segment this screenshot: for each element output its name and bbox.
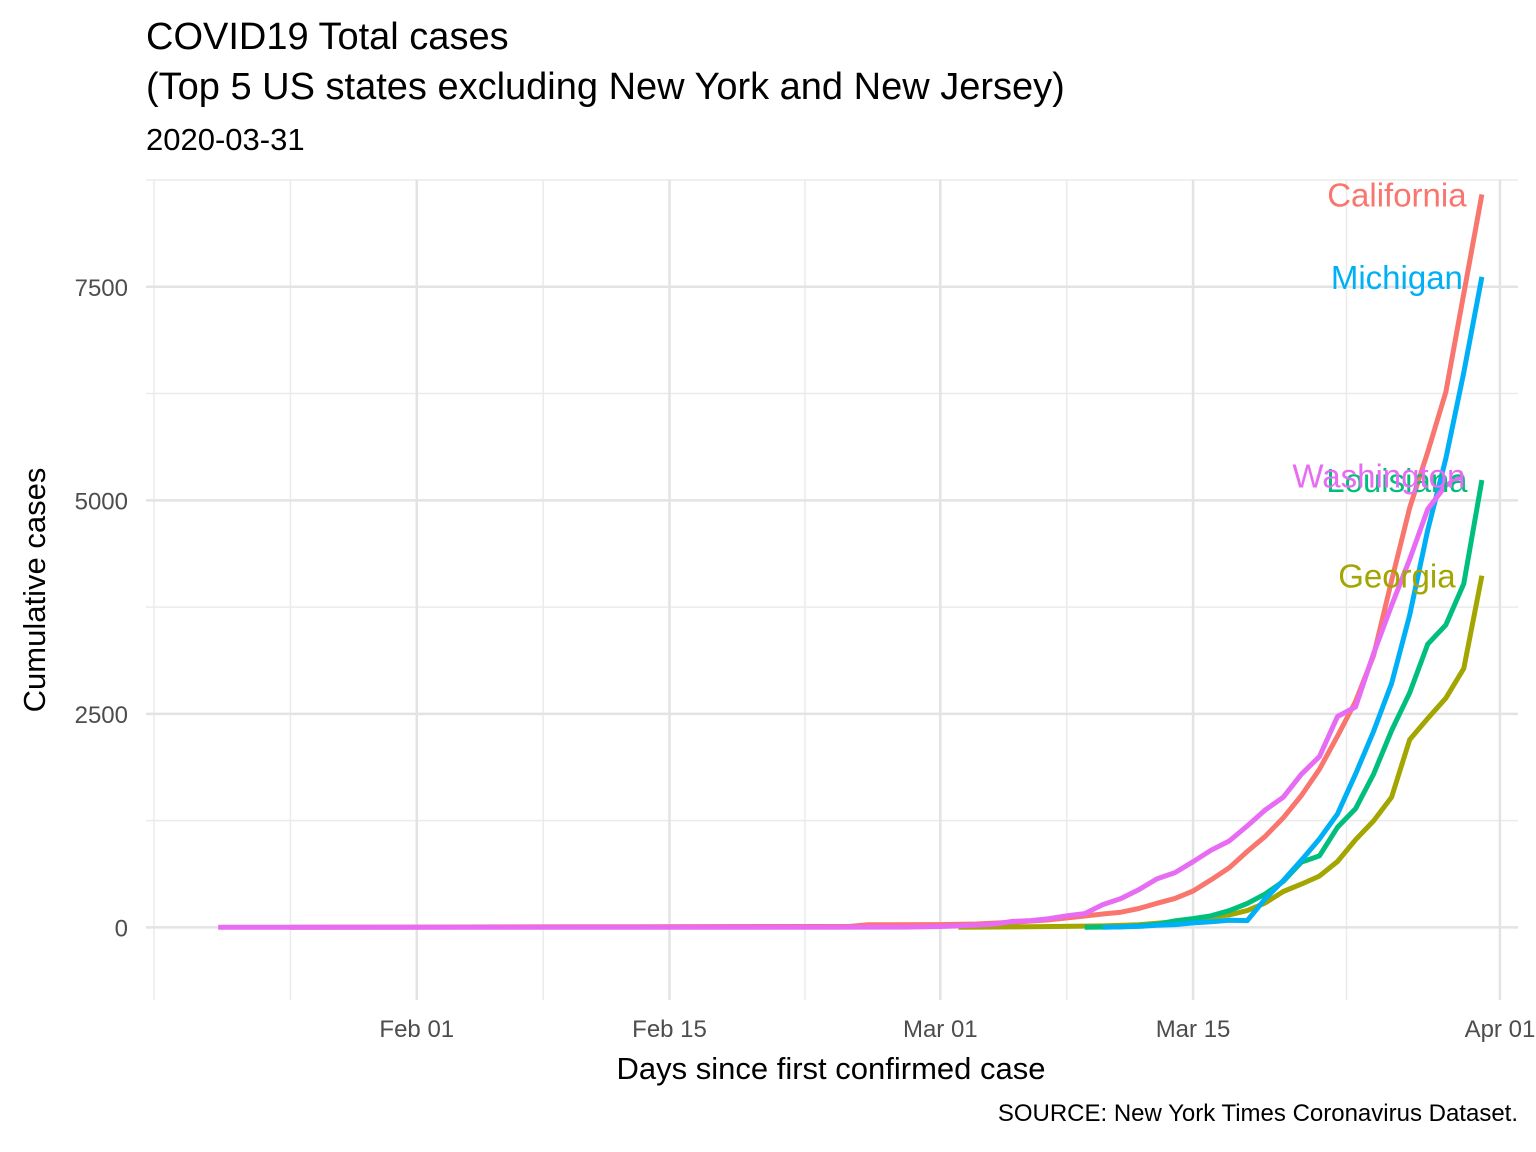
x-tick-label: Apr 01 (1465, 1016, 1536, 1043)
series-label-michigan: Michigan (1331, 259, 1463, 296)
y-tick-label: 5000 (75, 488, 128, 515)
minor-gridlines (146, 179, 1518, 1000)
x-tick-label: Feb 01 (379, 1016, 454, 1043)
chart-title-line-2: (Top 5 US states excluding New York and … (146, 66, 1065, 108)
major-gridlines (146, 180, 1518, 1000)
x-tick-label: Feb 15 (632, 1016, 707, 1043)
series-line-washington (218, 473, 1466, 930)
chart-subtitle: 2020-03-31 (146, 122, 305, 157)
series-lines (218, 193, 1485, 930)
series-label-california: California (1327, 176, 1467, 213)
y-tick-label: 0 (115, 915, 128, 942)
y-tick-label: 7500 (75, 275, 128, 302)
series-label-louisiana: Louisiana (1326, 462, 1468, 499)
chart-title: COVID19 Total cases (146, 16, 509, 58)
series-labels: California Georgia Louisiana Michigan Washin… (1292, 176, 1468, 594)
series-label-washington: Washington (1292, 457, 1465, 494)
series-label-georgia: Georgia (1338, 558, 1456, 595)
series-line-michigan (1102, 276, 1485, 930)
x-axis-title: Days since first confirmed case (617, 1051, 1046, 1086)
series-line-california (290, 193, 1485, 930)
x-tick-label: Mar 01 (903, 1016, 978, 1043)
y-axis-title: Cumulative cases (17, 468, 52, 713)
y-tick-label: 2500 (75, 702, 128, 729)
x-tick-label: Mar 15 (1156, 1016, 1231, 1043)
y-axis-ticks: 0 2500 5000 7500 (75, 275, 128, 943)
x-axis-ticks: Feb 01 Feb 15 Mar 01 Mar 15 Apr 01 (379, 1016, 1535, 1043)
chart-caption: SOURCE: New York Times Coronavirus Datas… (997, 1100, 1518, 1127)
